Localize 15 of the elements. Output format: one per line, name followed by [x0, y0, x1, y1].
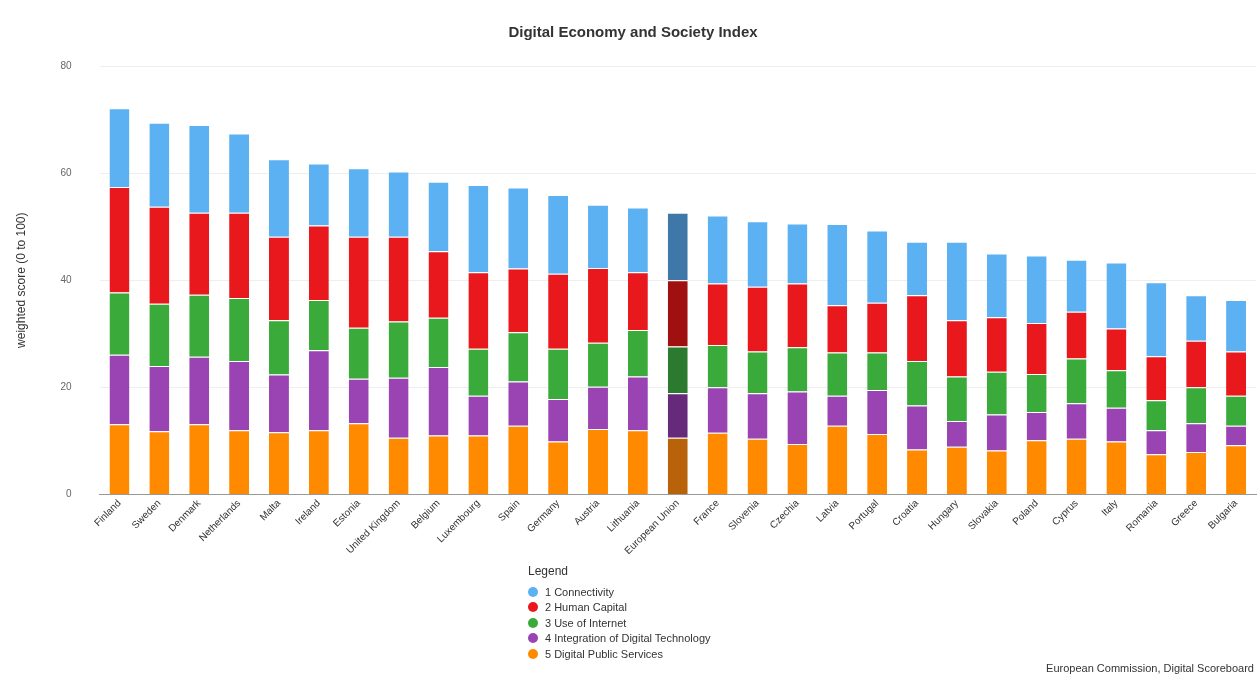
x-tick-label: Italy	[1099, 497, 1120, 518]
chart-title: Digital Economy and Society Index	[508, 23, 759, 41]
legend-label: 5 Digital Public Services	[545, 647, 663, 660]
text: European Commission, Digital Scoreboard	[1046, 662, 1254, 674]
legend-title: Legend	[528, 564, 570, 578]
y-axis-title: weighted score (0 to 100)	[13, 212, 28, 349]
legend-label: 2 Human Capital	[545, 601, 627, 614]
legend-label: 4 Integration of Digital Technology	[545, 632, 711, 645]
y-tick-label: 60	[60, 166, 72, 178]
y-tick-label: 80	[60, 59, 72, 71]
y-tick-label: 20	[60, 381, 72, 393]
legend-label: 3 Use of Internet	[545, 616, 627, 629]
y-tick-label: 0	[65, 488, 72, 500]
y-tick-label: 40	[60, 273, 72, 285]
legend-label: 1 Connectivity	[545, 585, 615, 598]
